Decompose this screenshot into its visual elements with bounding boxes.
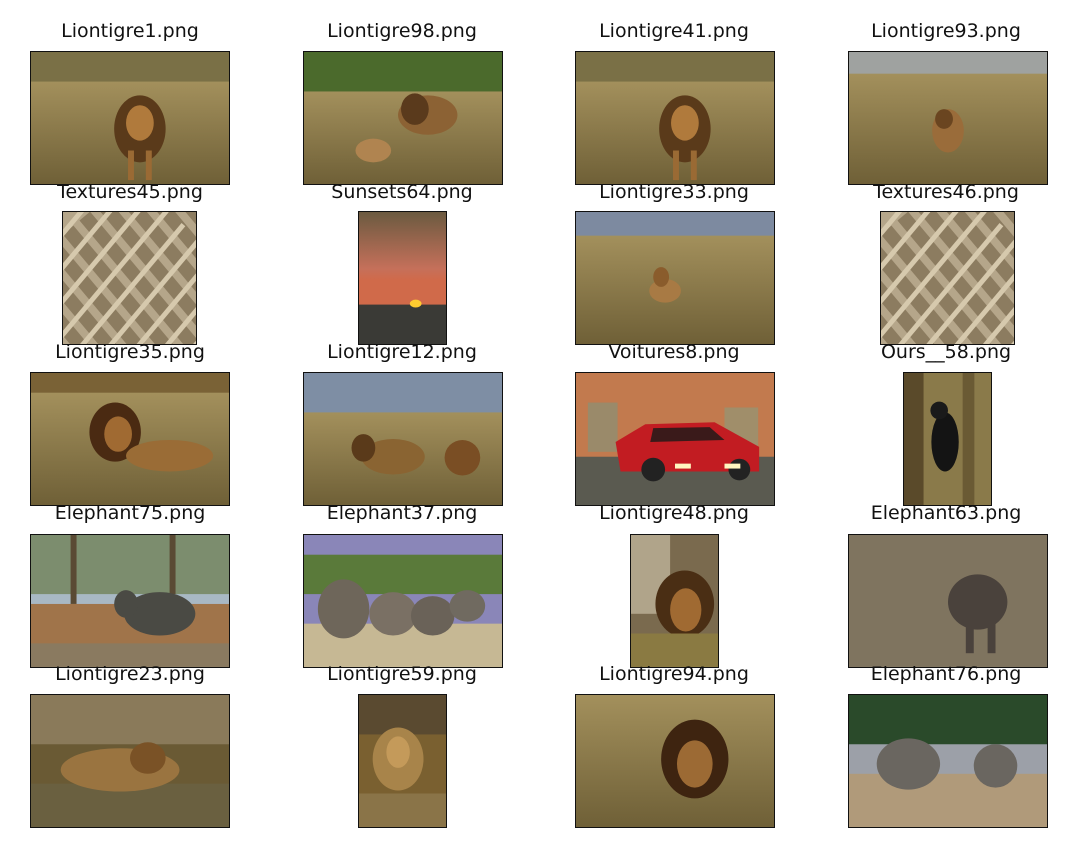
image-thumbnail [30, 694, 230, 828]
image-title: Liontigre1.png [61, 20, 199, 42]
image-title: Elephant76.png [870, 663, 1022, 685]
image-thumbnail [575, 211, 775, 345]
image-thumbnail [630, 534, 719, 668]
image-thumbnail [575, 51, 775, 185]
image-title: Liontigre48.png [599, 502, 749, 524]
image-title: Elephant37.png [326, 502, 478, 524]
image-title: Liontigre98.png [327, 20, 477, 42]
image-thumbnail [30, 372, 230, 506]
image-title: Elephant75.png [54, 502, 206, 524]
image-thumbnail [358, 694, 447, 828]
image-thumbnail [30, 534, 230, 668]
image-thumbnail [303, 372, 503, 506]
image-title: Liontigre94.png [599, 663, 749, 685]
image-title: Ours__58.png [880, 341, 1012, 363]
image-thumbnail [575, 694, 775, 828]
image-title: Liontigre35.png [55, 341, 205, 363]
image-thumbnail [303, 51, 503, 185]
image-thumbnail [848, 534, 1048, 668]
image-thumbnail [358, 211, 447, 345]
image-thumbnail [848, 694, 1048, 828]
image-thumbnail [575, 372, 775, 506]
image-title: Voitures8.png [608, 341, 740, 363]
image-title: Liontigre33.png [599, 181, 749, 203]
image-title: Liontigre41.png [599, 20, 749, 42]
image-title: Liontigre12.png [327, 341, 477, 363]
image-title: Textures45.png [57, 181, 203, 203]
image-thumbnail [303, 534, 503, 668]
image-title: Liontigre59.png [327, 663, 477, 685]
image-title: Textures46.png [873, 181, 1019, 203]
image-thumbnail [880, 211, 1015, 345]
image-title: Sunsets64.png [331, 181, 473, 203]
image-thumbnail [848, 51, 1048, 185]
image-thumbnail [903, 372, 992, 506]
image-title: Elephant63.png [870, 502, 1022, 524]
image-title: Liontigre23.png [55, 663, 205, 685]
image-title: Liontigre93.png [871, 20, 1021, 42]
image-thumbnail [62, 211, 197, 345]
image-thumbnail [30, 51, 230, 185]
